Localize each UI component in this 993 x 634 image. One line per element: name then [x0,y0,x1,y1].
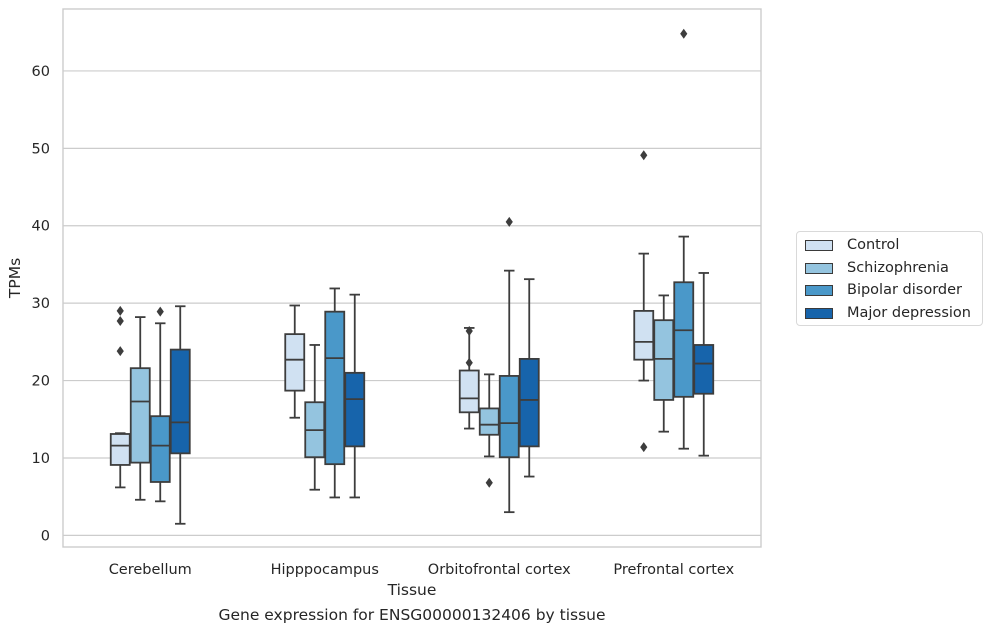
iqr-box [458,369,480,414]
box-cerebellum-major-depression [169,305,191,525]
y-tick-label-60: 60 [32,64,50,80]
outlier-point [156,306,164,317]
legend-item-bipolar-disorder: Bipolar disorder [805,279,962,301]
x-tick-label-orbitofrontal-cortex: Orbitofrontal cortex [428,562,571,578]
legend-item-control: Control [805,234,899,256]
legend-label-control: Control [847,237,900,253]
legend-label-major-depression: Major depression [847,305,971,321]
outlier-point [116,305,124,316]
y-tick-label-50: 50 [32,141,50,157]
x-tick-label-cerebellum: Cerebellum [109,562,192,578]
x-tick-label-prefrontal-cortex: Prefrontal cortex [613,562,734,578]
outlier-point [640,442,648,453]
x-axis-label: Tissue [387,581,437,599]
legend-swatch-bipolar-disorder [805,284,833,296]
outlier-point [505,216,513,227]
outlier-point [116,346,124,357]
box-prefrontal-cortex-major-depression [693,272,715,457]
box-cerebellum-control [109,305,131,489]
y-tick-label-20: 20 [32,374,50,390]
iqr-box [344,371,366,448]
x-tick-label-hipppocampus: Hipppocampus [271,562,379,578]
iqr-box [673,281,695,398]
iqr-box [693,344,715,395]
outlier-point [465,326,473,337]
legend-swatch-control [805,239,833,251]
iqr-box [129,367,151,464]
box-cerebellum-bipolar-disorder [149,306,171,503]
outlier-point [485,477,493,488]
y-tick-label-30: 30 [32,296,50,312]
legend-item-major-depression: Major depression [805,302,971,324]
iqr-box [169,348,191,455]
iqr-box [109,433,131,466]
box-orbitofrontal-cortex-bipolar-disorder [498,216,520,514]
outlier-point [680,28,688,39]
box-hipppocampus-control [284,304,306,419]
outlier-point [640,150,648,161]
x-tick-labels: Cerebellum Hipppocampus Orbitofrontal cort… [109,562,735,578]
box-orbitofrontal-cortex-major-depression [518,278,540,478]
box-groups [109,28,715,525]
iqr-box [633,309,655,361]
outlier-point [116,315,124,326]
y-tick-labels: 0 10 20 30 40 50 60 [32,64,50,544]
y-tick-label-10: 10 [32,451,50,467]
box-hipppocampus-major-depression [344,293,366,499]
legend: Control Schizophrenia Bipolar disorder M… [796,231,983,326]
box-orbitofrontal-cortex-control [458,326,480,430]
iqr-box [653,319,675,401]
iqr-box [149,415,171,483]
box-hipppocampus-bipolar-disorder [324,287,346,499]
y-tick-label-0: 0 [41,528,50,544]
box-prefrontal-cortex-control [633,150,655,453]
iqr-box [324,310,346,466]
outlier-point [465,357,473,368]
iqr-box [284,333,306,392]
box-prefrontal-cortex-bipolar-disorder [673,28,695,450]
box-cerebellum-schizophrenia [129,316,151,501]
iqr-box [498,375,520,459]
y-axis-label: TPMs [6,258,24,299]
box-hipppocampus-schizophrenia [304,344,326,491]
plot-frame [62,8,762,548]
legend-label-schizophrenia: Schizophrenia [847,260,949,276]
legend-label-bipolar-disorder: Bipolar disorder [847,282,962,298]
box-orbitofrontal-cortex-schizophrenia [478,373,500,488]
y-tick-label-40: 40 [32,219,50,235]
iqr-box [518,357,540,448]
box-prefrontal-cortex-schizophrenia [653,294,675,433]
legend-swatch-schizophrenia [805,262,833,274]
legend-swatch-major-depression [805,307,833,319]
iqr-box [478,407,500,436]
figure-caption: Gene expression for ENSG00000132406 by t… [218,606,606,624]
legend-item-schizophrenia: Schizophrenia [805,257,949,279]
